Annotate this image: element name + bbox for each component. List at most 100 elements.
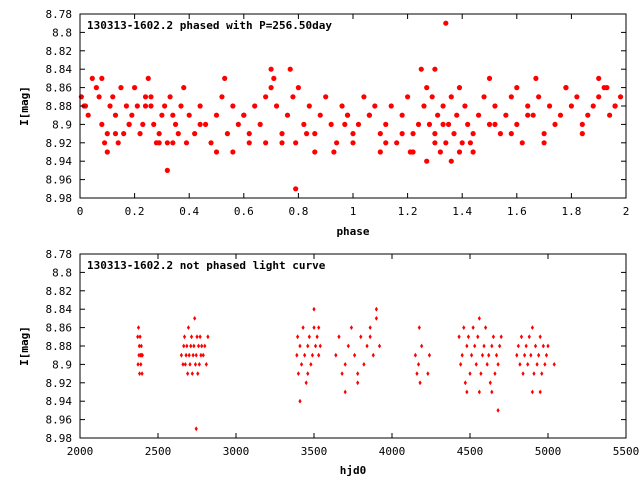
unphased-data-point [189, 343, 193, 349]
phased-data-point [492, 103, 498, 109]
unphased-data-point [546, 343, 550, 349]
phased-data-point [112, 131, 119, 137]
unphased-x-tick-label: 4500 [457, 445, 484, 458]
unphased-data-point [427, 352, 432, 358]
phased-data-point [579, 131, 585, 137]
phased-data-point [563, 85, 569, 91]
unphased-data-point [359, 334, 363, 340]
phased-data-point [432, 66, 438, 72]
phased-data-point [268, 66, 274, 72]
phased-data-point [230, 149, 236, 155]
unphased-data-point [524, 343, 528, 349]
phased-y-tick-label: 8.9 [52, 118, 72, 131]
phased-data-point [607, 112, 613, 118]
unphased-y-tick-label: 8.98 [46, 432, 73, 445]
phased-data-point [366, 112, 372, 118]
phased-data-point [467, 140, 473, 146]
unphased-data-point [413, 352, 417, 358]
phased-data-point [224, 131, 231, 137]
unphased-data-point [463, 380, 467, 386]
unphased-data-point [477, 389, 481, 395]
phased-data-point [312, 131, 318, 137]
phased-y-tick-label: 8.86 [46, 82, 73, 95]
unphased-data-point [184, 352, 188, 358]
phased-data-point [350, 140, 356, 146]
unphased-data-point [530, 325, 534, 330]
unphased-data-point [544, 352, 549, 358]
phased-data-point [465, 121, 471, 127]
phased-data-point [486, 121, 493, 127]
unphased-data-point [201, 352, 205, 358]
phased-data-point [377, 131, 383, 137]
phased-data-point [268, 85, 274, 91]
phased-data-point [85, 112, 91, 118]
phased-data-point [167, 94, 173, 100]
unphased-light-curve-panel: 2000 2500 3000 3500 4000 4500 5000 5500 8.78 8.8… [18, 248, 639, 477]
phased-data-point [443, 140, 449, 146]
phased-data-point [557, 112, 564, 118]
phased-data-point [208, 140, 214, 146]
unphased-data-point [182, 343, 186, 349]
unphased-data-point [194, 426, 198, 432]
unphased-data-point [356, 371, 360, 376]
phased-data-point [525, 112, 531, 118]
phased-data-point [89, 75, 95, 81]
phased-data-point [481, 94, 487, 100]
phased-data-point [156, 131, 162, 137]
phased-data-point [415, 121, 422, 127]
unphased-data-point [473, 343, 477, 349]
phased-data-point [451, 131, 457, 137]
phased-data-point [148, 103, 154, 109]
unphased-data-point [299, 362, 304, 367]
phased-data-point [552, 121, 558, 127]
unphased-data-point [521, 371, 525, 376]
phased-plot-title: 130313-1602.2 phased with P=256.50day [87, 19, 332, 32]
phased-x-tick-label: 0 [77, 205, 84, 218]
phased-x-tick-label: 1 [350, 205, 357, 218]
phased-data-point [454, 112, 460, 118]
phased-data-point [617, 94, 624, 100]
phased-data-point [115, 140, 121, 146]
phased-data-point [219, 94, 225, 100]
unphased-data-point [459, 362, 463, 367]
unphased-data-point [352, 352, 357, 358]
phased-data-point [162, 103, 168, 109]
phased-data-point [574, 94, 580, 100]
phased-x-tick-label: 2 [623, 205, 630, 218]
unphased-data-point [515, 352, 519, 358]
phased-data-point [432, 131, 438, 137]
phased-data-point [312, 149, 318, 155]
unphased-data-point [538, 334, 542, 340]
phased-data-point [284, 112, 291, 118]
unphased-data-point [185, 343, 189, 349]
phased-data-point [293, 186, 299, 192]
phased-data-point [93, 85, 99, 91]
phased-data-point [263, 94, 269, 100]
unphased-data-point [474, 362, 478, 367]
phased-data-point [361, 94, 367, 100]
unphased-data-point [374, 316, 378, 321]
unphased-data-point [479, 371, 483, 376]
unphased-data-point [518, 362, 522, 367]
phased-data-point [383, 121, 389, 127]
phased-data-point [328, 121, 334, 127]
phased-data-point [377, 149, 383, 155]
unphased-data-point [526, 362, 530, 367]
phased-data-point [112, 112, 119, 118]
phased-data-point [145, 75, 151, 81]
unphased-x-tick-label: 5000 [535, 445, 562, 458]
unphased-data-point [137, 343, 141, 349]
unphased-data-point [192, 343, 196, 349]
unphased-data-point [460, 352, 464, 358]
unphased-data-point [313, 343, 318, 349]
phased-data-point [604, 85, 610, 91]
phased-data-point [222, 75, 228, 81]
unphased-data-point [523, 352, 527, 358]
phased-data-point [440, 121, 446, 127]
unphased-data-point [203, 343, 207, 349]
phased-data-point [164, 167, 170, 173]
unphased-data-point [138, 334, 142, 340]
unphased-x-ticks: 2000 2500 3000 3500 4000 4500 5000 5500 [67, 254, 639, 458]
phased-data-point [503, 112, 509, 118]
phased-data-point [197, 103, 203, 109]
